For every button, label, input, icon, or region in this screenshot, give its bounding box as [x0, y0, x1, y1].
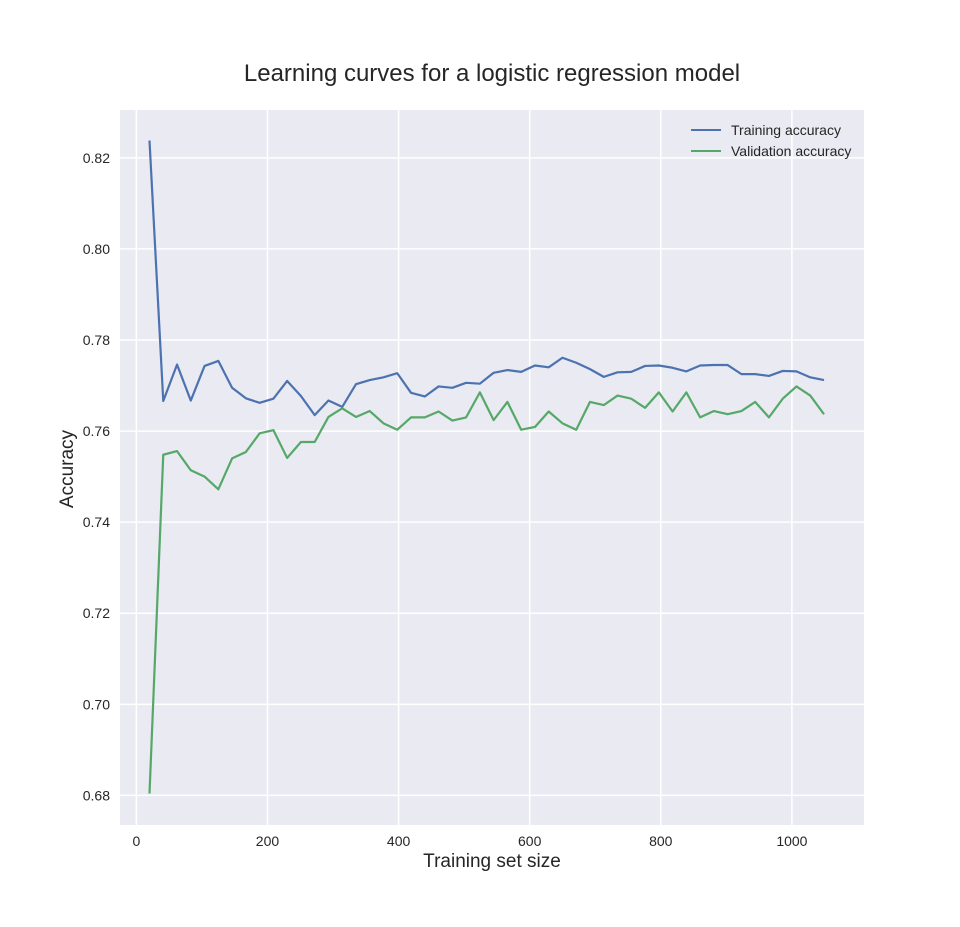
y-tick-labels: 0.68 0.70 0.72 0.74 0.76 0.78 0.80 0.82: [83, 150, 110, 804]
legend-label-training: Training accuracy: [731, 122, 841, 138]
x-axis-label: Training set size: [423, 851, 561, 872]
y-axis-label: Accuracy: [57, 429, 78, 508]
y-tick-label: 0.68: [83, 787, 110, 803]
y-tick-label: 0.74: [83, 514, 110, 530]
x-tick-label: 600: [518, 833, 542, 849]
chart-title: Learning curves for a logistic regressio…: [244, 60, 740, 87]
x-tick-label: 400: [387, 833, 411, 849]
plot-background: [120, 110, 864, 825]
x-tick-labels: 0 200 400 600 800 1000: [132, 833, 807, 849]
y-tick-label: 0.76: [83, 423, 110, 439]
y-tick-label: 0.80: [83, 241, 110, 257]
x-tick-label: 0: [132, 833, 140, 849]
x-gridlines: [135, 110, 793, 825]
y-tick-label: 0.78: [83, 332, 110, 348]
series-line-validation: [148, 385, 825, 794]
y-tick-label: 0.70: [83, 696, 110, 712]
series-line-training: [148, 140, 825, 417]
x-tick-label: 1000: [776, 833, 807, 849]
x-tick-label: 200: [256, 833, 280, 849]
legend: Training accuracy Validation accuracy: [691, 122, 851, 159]
legend-label-validation: Validation accuracy: [731, 143, 851, 159]
y-tick-label: 0.82: [83, 150, 110, 166]
x-tick-label: 800: [649, 833, 673, 849]
y-tick-label: 0.72: [83, 605, 110, 621]
series-layer: [148, 140, 825, 794]
y-gridlines: [120, 157, 864, 797]
